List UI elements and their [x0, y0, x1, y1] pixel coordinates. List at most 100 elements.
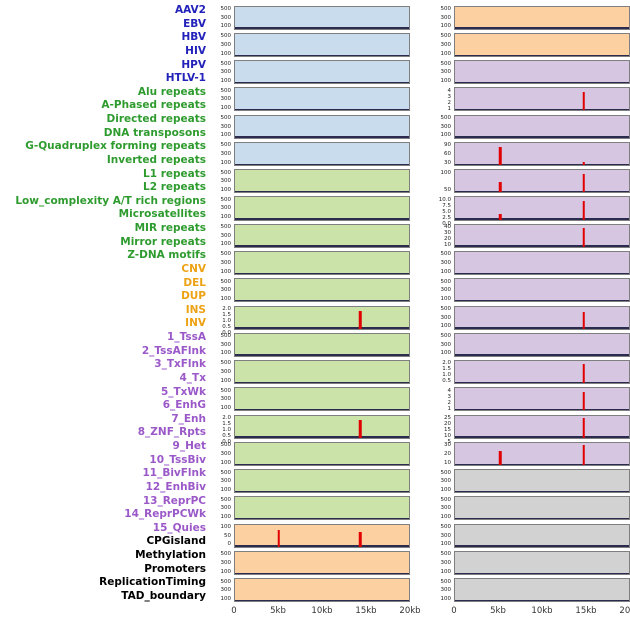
row-label: 1_TssA	[167, 331, 206, 343]
y-tick-label: 500	[440, 469, 452, 476]
row-label: 5_TxWk	[160, 385, 206, 398]
y-tick-label: 50	[224, 532, 231, 539]
signal-panel	[454, 387, 630, 412]
row-label: 4_Tx	[179, 371, 207, 384]
signal-panel	[234, 278, 410, 303]
panel-slot: 500 300 100	[210, 195, 410, 222]
panel-slot: 500 300 100	[210, 59, 410, 86]
y-axis-ticks: 2.0 1.5 1.0 0.5 0.0	[210, 304, 234, 336]
row-label: L2 repeats	[143, 181, 206, 194]
x-tick-label: 20kb	[619, 605, 630, 616]
row-label: 14_ReprPCWk	[124, 508, 206, 521]
y-tick-label: 500	[220, 142, 232, 149]
row-label: 10_TssBiv	[149, 453, 206, 466]
signal-spike	[582, 162, 585, 165]
y-tick-label: 100	[220, 404, 232, 411]
y-tick-label: 50	[444, 186, 451, 193]
panel-slot: 500 300 100	[430, 495, 630, 522]
y-tick-label: 500	[440, 305, 452, 312]
signal-baseline	[235, 218, 409, 220]
signal-panel	[454, 250, 630, 276]
y-tick-label: 100	[220, 595, 232, 602]
y-axis-ticks: 500 300 100	[210, 168, 234, 195]
signal-baseline	[235, 354, 409, 356]
signal-panel	[234, 414, 410, 439]
signal-spike	[498, 450, 502, 465]
y-tick-label: 500	[220, 551, 232, 558]
y-tick-label: 100	[220, 524, 232, 531]
row-label: CNV	[181, 262, 206, 275]
y-tick-label: 300	[220, 14, 232, 21]
y-tick-label: 500	[440, 524, 452, 531]
row-label: Inverted repeats	[106, 153, 206, 166]
panel-slot: 2.0 1.5 1.0 0.5 0.0	[210, 413, 410, 445]
signal-spike	[582, 91, 585, 111]
y-tick-label: 500	[220, 496, 232, 503]
y-tick-label: 500	[220, 60, 232, 67]
panel-slot: 10.0 7.5 5.0 2.5 0.0	[430, 195, 630, 227]
y-tick-label: 100	[440, 595, 452, 602]
panel-slot: 500 300 100	[430, 304, 630, 331]
y-tick-label: 500	[220, 360, 232, 367]
plot-column-right-panels: 500 300 100 500 300 100 500 300 100 4 3 2 1 500 300 100…	[430, 4, 630, 604]
y-tick-label: 0.5	[442, 378, 451, 385]
x-tick-label: 5kb	[490, 605, 506, 616]
signal-baseline	[455, 436, 629, 438]
signal-spike	[277, 530, 280, 547]
plot-column-left-panels: 500 300 100 500 300 100 500 300 100 500 300 100 500 3…	[210, 4, 410, 604]
y-tick-label: 500	[220, 251, 232, 258]
y-tick-label: 100	[440, 50, 452, 57]
y-axis-ticks: 500 300 100	[210, 277, 234, 304]
signal-baseline	[235, 599, 409, 602]
y-tick-label: 100	[220, 50, 232, 57]
signal-panel	[234, 332, 410, 357]
y-tick-label: 3	[447, 393, 452, 400]
signal-panel	[454, 332, 630, 357]
signal-panel	[234, 523, 410, 548]
signal-panel	[454, 469, 630, 494]
y-tick-label: 0	[227, 541, 232, 548]
signal-baseline	[455, 136, 629, 138]
signal-panel	[234, 360, 410, 385]
row-label: DEL	[183, 276, 206, 289]
row-label: Promoters	[144, 562, 206, 575]
signal-spike	[498, 182, 502, 193]
signal-spike	[582, 364, 585, 384]
row-label: Alu repeats	[137, 85, 206, 98]
signal-baseline	[235, 54, 409, 56]
row-label: Mirror repeats	[120, 235, 206, 248]
row-label: 11_BivFlnk	[142, 467, 206, 480]
signal-panel	[454, 196, 630, 221]
row-label: 6_EnhG	[162, 399, 206, 412]
y-tick-label: 1.5	[442, 366, 451, 373]
y-axis-ticks: 500 300 100	[210, 549, 234, 576]
y-tick-label: 100	[440, 323, 452, 330]
signal-baseline	[235, 327, 409, 329]
y-tick-label: 0.5	[222, 432, 231, 439]
y-tick-label: 30	[444, 442, 451, 449]
y-tick-label: 0.0	[442, 220, 451, 227]
y-tick-label: 10	[444, 459, 451, 466]
y-axis-ticks: 500 300 100	[210, 358, 234, 385]
signal-panel	[454, 87, 630, 112]
y-tick-label: 300	[440, 532, 452, 539]
signal-panel	[454, 223, 630, 248]
y-tick-label: 300	[220, 369, 232, 376]
y-tick-label: 300	[440, 287, 452, 294]
y-tick-label: 300	[220, 41, 232, 48]
signal-baseline	[235, 272, 409, 275]
row-label: Z-DNA motifs	[127, 249, 206, 262]
signal-panel	[454, 414, 630, 439]
y-tick-label: 100	[220, 514, 232, 521]
y-tick-label: 500	[220, 33, 232, 40]
signal-baseline	[235, 81, 409, 84]
y-axis-ticks: 500 300 100	[210, 31, 234, 58]
y-tick-label: 300	[220, 96, 232, 103]
y-axis-ticks: 500 300 100	[430, 522, 454, 549]
panel-slot: 500 300 100	[430, 577, 630, 604]
signal-baseline	[235, 245, 409, 247]
row-label: 9_Het	[172, 440, 206, 452]
signal-baseline	[235, 572, 409, 574]
y-tick-label: 100	[440, 169, 452, 176]
y-tick-label: 300	[440, 587, 452, 594]
